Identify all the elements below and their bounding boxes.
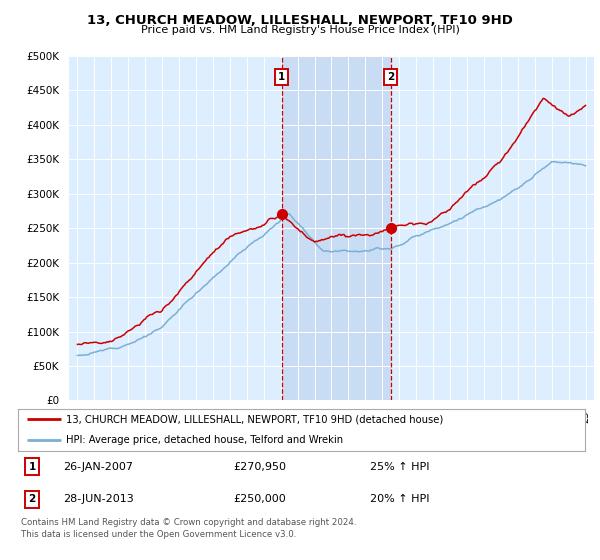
Text: £270,950: £270,950	[233, 461, 286, 472]
Text: 26-JAN-2007: 26-JAN-2007	[64, 461, 133, 472]
Text: 13, CHURCH MEADOW, LILLESHALL, NEWPORT, TF10 9HD (detached house): 13, CHURCH MEADOW, LILLESHALL, NEWPORT, …	[66, 414, 443, 424]
Bar	[282, 56, 391, 400]
Text: 28-JUN-2013: 28-JUN-2013	[64, 494, 134, 505]
Text: HPI: Average price, detached house, Telford and Wrekin: HPI: Average price, detached house, Telf…	[66, 435, 343, 445]
Text: 1: 1	[278, 72, 286, 82]
Text: Contains HM Land Registry data © Crown copyright and database right 2024.
This d: Contains HM Land Registry data © Crown c…	[21, 518, 356, 539]
Text: 25% ↑ HPI: 25% ↑ HPI	[370, 461, 429, 472]
Text: 13, CHURCH MEADOW, LILLESHALL, NEWPORT, TF10 9HD: 13, CHURCH MEADOW, LILLESHALL, NEWPORT, …	[87, 14, 513, 27]
Text: 2: 2	[387, 72, 394, 82]
Text: 1: 1	[29, 461, 36, 472]
Text: 2: 2	[29, 494, 36, 505]
Text: 20% ↑ HPI: 20% ↑ HPI	[370, 494, 429, 505]
Text: £250,000: £250,000	[233, 494, 286, 505]
Text: Price paid vs. HM Land Registry's House Price Index (HPI): Price paid vs. HM Land Registry's House …	[140, 25, 460, 35]
